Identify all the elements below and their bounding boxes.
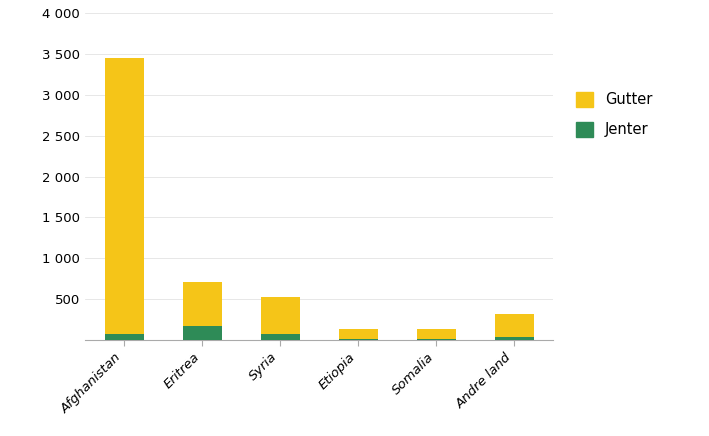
Bar [339,339,377,340]
Bar [261,297,299,334]
Bar [104,58,143,334]
Bar [416,329,455,339]
Bar [494,313,533,337]
Bar [416,339,455,340]
Bar [183,282,221,326]
Legend: Gutter, Jenter: Gutter, Jenter [569,86,658,143]
Bar [104,334,143,340]
Bar [183,326,221,340]
Bar [494,337,533,340]
Bar [261,334,299,340]
Bar [339,329,377,339]
